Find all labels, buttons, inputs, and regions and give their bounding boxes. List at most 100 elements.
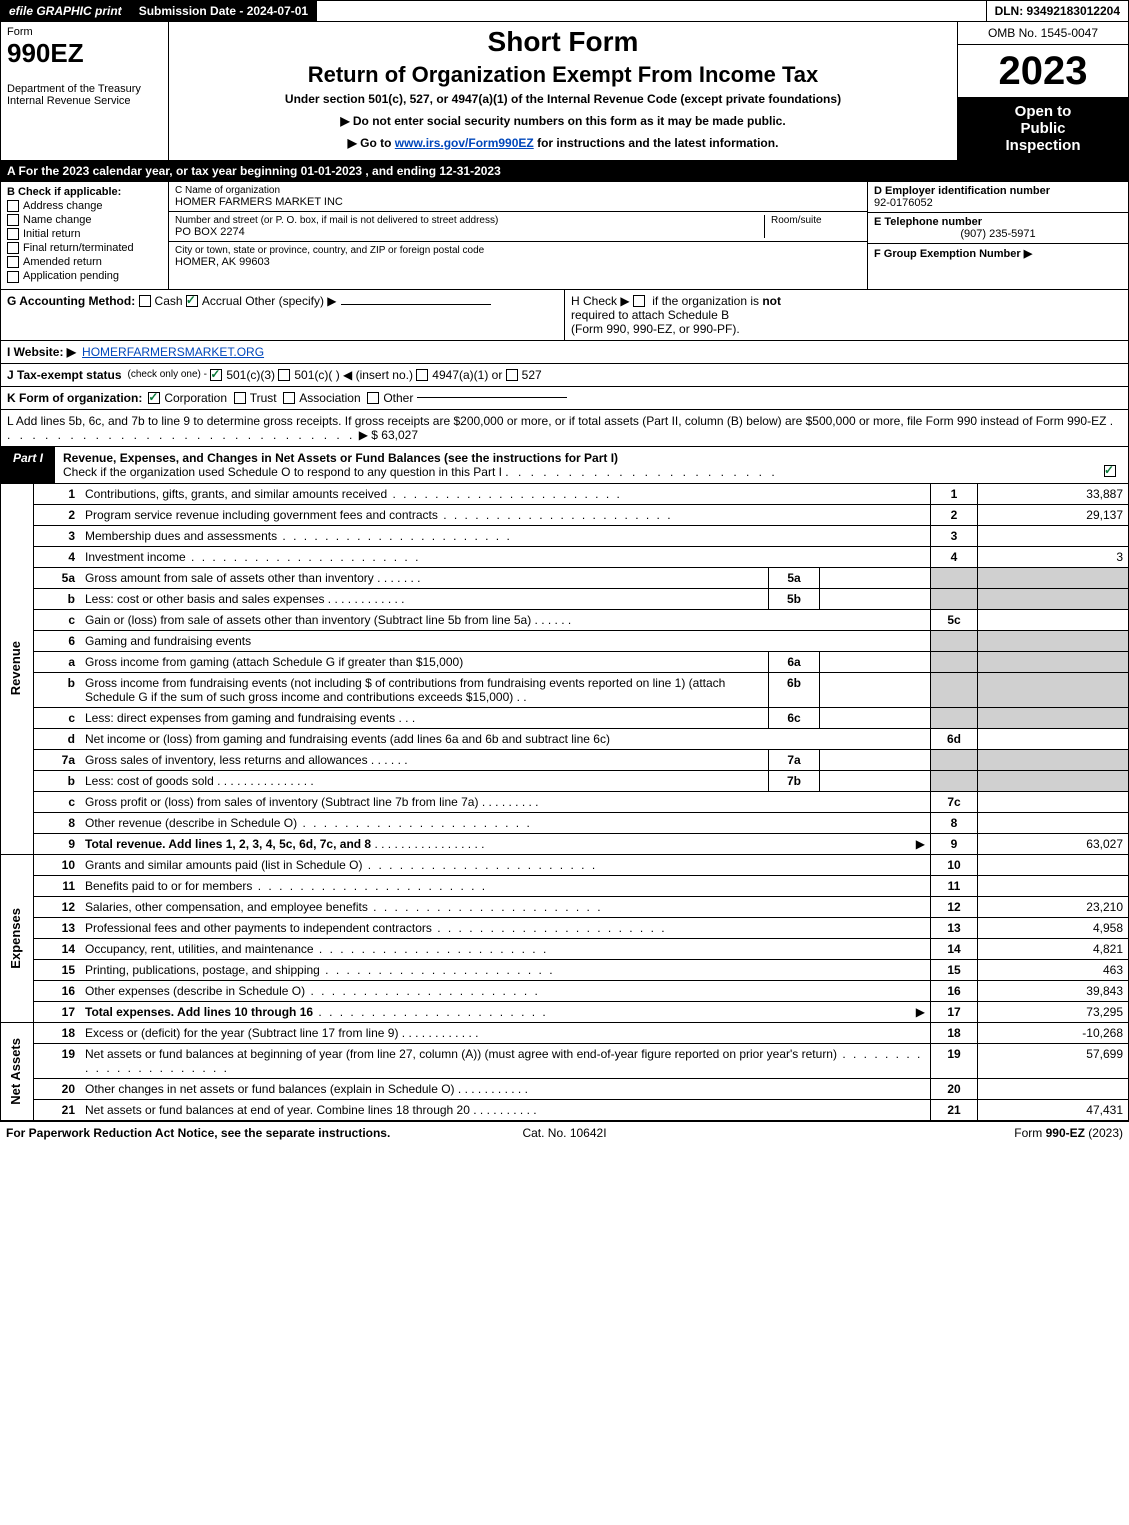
check-application-pending[interactable]: Application pending [7,270,162,282]
ein-value: 92-0176052 [874,197,1122,209]
row-1: Revenue 1 Contributions, gifts, grants, … [1,484,1129,505]
check-corporation[interactable] [148,392,160,404]
check-final-return[interactable]: Final return/terminated [7,242,162,254]
val-14: 4,821 [978,938,1129,959]
header-middle: Short Form Return of Organization Exempt… [169,22,957,160]
subtitle: Under section 501(c), 527, or 4947(a)(1)… [177,92,949,106]
val-11 [978,875,1129,896]
address: PO BOX 2274 [175,226,764,238]
row-4: 4 Investment income 4 3 [1,546,1129,567]
box-b: B Check if applicable: Address change Na… [1,182,169,289]
row-19: 19 Net assets or fund balances at beginn… [1,1043,1129,1078]
check-address-change[interactable]: Address change [7,200,162,212]
j-label: J Tax-exempt status [7,368,122,382]
line-g: G Accounting Method: Cash Accrual Other … [1,290,564,340]
room-label: Room/suite [771,215,861,226]
h-text3: required to attach Schedule B [571,308,729,322]
city-label: City or town, state or province, country… [175,245,861,256]
val-19: 57,699 [978,1043,1129,1078]
check-accrual[interactable] [186,295,198,307]
footer-mid: Cat. No. 10642I [522,1126,606,1140]
inspection-3: Inspection [962,137,1124,154]
check-501c3[interactable] [210,369,222,381]
part1-table: Revenue 1 Contributions, gifts, grants, … [0,484,1129,1121]
part1-tab: Part I [1,447,55,483]
val-12: 23,210 [978,896,1129,917]
row-5b: b Less: cost or other basis and sales ex… [1,588,1129,609]
h-text2: if the organization is [652,294,762,308]
line-j: J Tax-exempt status (check only one) - 5… [0,364,1129,387]
row-7b: b Less: cost of goods sold . . . . . . .… [1,770,1129,791]
row-11: 11 Benefits paid to or for members 11 [1,875,1129,896]
row-21: 21 Net assets or fund balances at end of… [1,1099,1129,1120]
val-10 [978,854,1129,875]
box-f: F Group Exemption Number ▶ [868,244,1128,263]
row-13: 13 Professional fees and other payments … [1,917,1129,938]
irs-link[interactable]: www.irs.gov/Form990EZ [395,136,534,150]
other-specify-input[interactable] [341,304,491,305]
check-amended-return[interactable]: Amended return [7,256,162,268]
check-527[interactable] [506,369,518,381]
val-17: 73,295 [978,1001,1129,1022]
check-h[interactable] [633,295,645,307]
row-7a: 7a Gross sales of inventory, less return… [1,749,1129,770]
val-4: 3 [978,546,1129,567]
val-6a [820,651,931,672]
check-other-org[interactable] [367,392,379,404]
box-d: D Employer identification number 92-0176… [868,182,1128,213]
line-h: H Check ▶ if the organization is not req… [564,290,1128,340]
line2-pre: ▶ Go to [348,136,395,150]
row-5c: c Gain or (loss) from sale of assets oth… [1,609,1129,630]
check-association[interactable] [283,392,295,404]
row-6d: d Net income or (loss) from gaming and f… [1,728,1129,749]
row-6: 6 Gaming and fundraising events [1,630,1129,651]
line-k: K Form of organization: Corporation Trus… [0,387,1129,410]
row-7c: c Gross profit or (loss) from sales of i… [1,791,1129,812]
org-name-label: C Name of organization [175,185,861,196]
row-5a: 5a Gross amount from sale of assets othe… [1,567,1129,588]
check-501c[interactable] [278,369,290,381]
val-1: 33,887 [978,484,1129,505]
footer-left: For Paperwork Reduction Act Notice, see … [6,1126,522,1140]
instruction-line-2: ▶ Go to www.irs.gov/Form990EZ for instru… [177,136,949,150]
irs-label: Internal Revenue Service [7,95,162,107]
sidebar-expenses: Expenses [1,854,34,1022]
row-6a: a Gross income from gaming (attach Sched… [1,651,1129,672]
row-6b: b Gross income from fundraising events (… [1,672,1129,707]
inspection-badge: Open to Public Inspection [958,97,1128,160]
header-right: OMB No. 1545-0047 2023 Open to Public In… [957,22,1128,160]
row-14: 14 Occupancy, rent, utilities, and maint… [1,938,1129,959]
form-number: 990EZ [7,38,162,69]
efile-label: efile GRAPHIC print [1,1,131,21]
website-link[interactable]: HOMERFARMERSMARKET.ORG [82,345,264,359]
submission-date: Submission Date - 2024-07-01 [131,1,317,21]
line-i: I Website: ▶ HOMERFARMERSMARKET.ORG [0,341,1129,364]
check-4947[interactable] [416,369,428,381]
row-20: 20 Other changes in net assets or fund b… [1,1078,1129,1099]
row-15: 15 Printing, publications, postage, and … [1,959,1129,980]
org-name: HOMER FARMERS MARKET INC [175,196,861,208]
check-cash[interactable] [139,295,151,307]
check-name-change[interactable]: Name change [7,214,162,226]
check-trust[interactable] [234,392,246,404]
box-def: D Employer identification number 92-0176… [867,182,1128,289]
box-e: E Telephone number (907) 235-5971 [868,213,1128,244]
form-label: Form [7,26,162,38]
check-schedule-o[interactable] [1104,465,1116,477]
val-18: -10,268 [978,1022,1129,1043]
val-6c [820,707,931,728]
address-row: Number and street (or P. O. box, if mail… [169,212,867,242]
page-footer: For Paperwork Reduction Act Notice, see … [0,1121,1129,1144]
h-not: not [762,294,781,308]
header-left: Form 990EZ Department of the Treasury In… [1,22,169,160]
row-8: 8 Other revenue (describe in Schedule O)… [1,812,1129,833]
row-17: 17 Total expenses. Add lines 10 through … [1,1001,1129,1022]
line-l: L Add lines 5b, 6c, and 7b to line 9 to … [0,410,1129,447]
section-a: A For the 2023 calendar year, or tax yea… [0,160,1129,182]
org-name-row: C Name of organization HOMER FARMERS MAR… [169,182,867,212]
check-initial-return[interactable]: Initial return [7,228,162,240]
phone-value: (907) 235-5971 [874,228,1122,240]
other-org-input[interactable] [417,397,567,398]
val-9: 63,027 [978,833,1129,854]
k-label: K Form of organization: [7,391,142,405]
